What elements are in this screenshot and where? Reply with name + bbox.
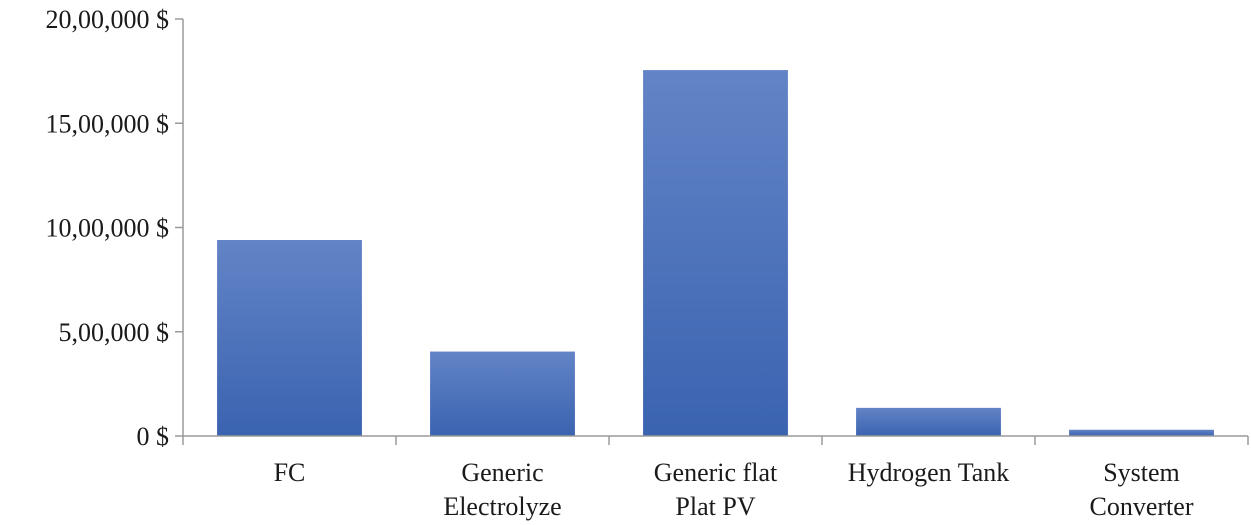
x-category-label: Generic flat Plat PV — [654, 458, 778, 521]
y-tick-label: 20,00,000 $ — [46, 5, 170, 34]
y-tick-label: 10,00,000 $ — [46, 214, 170, 243]
bar — [1069, 429, 1214, 436]
x-ticks-group: FC Generic Electrolyze Generic flat Plat PV H… — [182, 436, 1249, 521]
bars-group — [217, 70, 1214, 437]
x-category-label: Generic Electrolyze — [443, 458, 561, 521]
x-category-label-line: System — [1103, 458, 1180, 487]
x-category-label-line: FC — [274, 458, 306, 487]
x-category-label: FC — [274, 458, 306, 487]
x-category-label: Hydrogen Tank — [848, 458, 1010, 487]
bar — [217, 240, 362, 436]
x-category-label-line: Plat PV — [675, 492, 755, 521]
y-tick-label: 15,00,000 $ — [46, 109, 170, 138]
x-category-label-line: Generic flat — [654, 458, 778, 487]
x-category-label-line: Hydrogen Tank — [848, 458, 1010, 487]
bar — [643, 70, 788, 437]
bar — [856, 407, 1001, 436]
x-category-label-line: Converter — [1090, 492, 1194, 521]
y-tick-label: 5,00,000 $ — [59, 318, 170, 347]
bar — [430, 351, 575, 436]
x-category-label-line: Electrolyze — [443, 492, 561, 521]
y-tick-label: 0 $ — [137, 422, 170, 451]
x-category-label: System Converter — [1090, 458, 1194, 521]
x-category-label-line: Generic — [461, 458, 543, 487]
y-ticks-group: 0 $ 5,00,000 $ 10,00,000 $ 15,00,000 $ 20,00… — [46, 5, 183, 451]
